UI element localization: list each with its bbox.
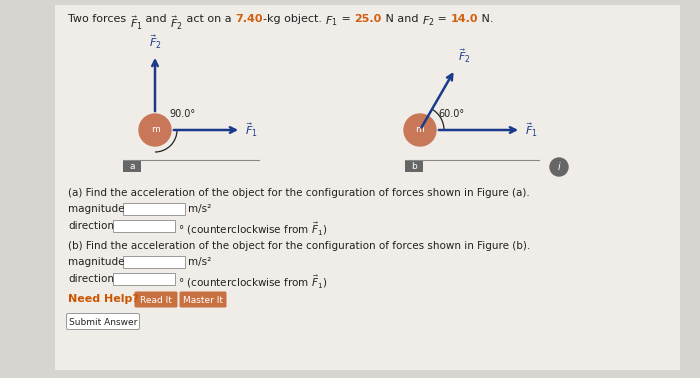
Text: (a) Find the acceleration of the object for the configuration of forces shown in: (a) Find the acceleration of the object …: [68, 188, 530, 198]
FancyBboxPatch shape: [123, 203, 185, 215]
Text: 14.0: 14.0: [450, 14, 478, 24]
FancyBboxPatch shape: [113, 220, 175, 232]
Text: $F_2$: $F_2$: [421, 14, 434, 28]
Text: m: m: [416, 125, 424, 135]
FancyBboxPatch shape: [66, 313, 139, 330]
Text: =: =: [338, 14, 354, 24]
Text: =: =: [434, 14, 450, 24]
Text: 7.40: 7.40: [235, 14, 262, 24]
Text: i: i: [558, 162, 561, 172]
FancyBboxPatch shape: [123, 256, 185, 268]
FancyBboxPatch shape: [113, 273, 175, 285]
Text: direction: direction: [68, 221, 114, 231]
FancyBboxPatch shape: [134, 291, 178, 307]
FancyBboxPatch shape: [55, 5, 680, 370]
Text: $\vec{F}_1$: $\vec{F}_1$: [130, 14, 142, 31]
Text: magnitude: magnitude: [68, 257, 125, 267]
Text: ° (counterclockwise from $\vec{F}_1$): ° (counterclockwise from $\vec{F}_1$): [178, 274, 328, 291]
Text: m/s²: m/s²: [188, 257, 211, 267]
Text: m/s²: m/s²: [188, 204, 211, 214]
Text: $\vec{F}_1$: $\vec{F}_1$: [525, 121, 538, 139]
Text: and: and: [142, 14, 171, 24]
Text: direction: direction: [68, 274, 114, 284]
Text: Two forces: Two forces: [68, 14, 130, 24]
Text: b: b: [411, 162, 417, 171]
Text: Need Help?: Need Help?: [68, 294, 139, 304]
FancyBboxPatch shape: [123, 161, 141, 172]
FancyBboxPatch shape: [179, 291, 227, 307]
Text: Submit Answer: Submit Answer: [69, 318, 137, 327]
Text: $\vec{F}_2$: $\vec{F}_2$: [171, 14, 183, 31]
Text: -kg object.: -kg object.: [262, 14, 326, 24]
Text: (b) Find the acceleration of the object for the configuration of forces shown in: (b) Find the acceleration of the object …: [68, 241, 531, 251]
Text: N.: N.: [478, 14, 493, 24]
Text: 25.0: 25.0: [354, 14, 382, 24]
Text: Master It: Master It: [183, 296, 223, 305]
Text: $\vec{F}_2$: $\vec{F}_2$: [458, 48, 470, 65]
Text: act on a: act on a: [183, 14, 235, 24]
Text: 90.0°: 90.0°: [169, 109, 195, 119]
Circle shape: [550, 158, 568, 176]
Text: Read It: Read It: [140, 296, 172, 305]
Text: magnitude: magnitude: [68, 204, 125, 214]
Text: ° (counterclockwise from $\vec{F}_1$): ° (counterclockwise from $\vec{F}_1$): [178, 221, 328, 238]
Circle shape: [139, 114, 171, 146]
Circle shape: [404, 114, 436, 146]
Text: a: a: [130, 162, 134, 171]
Text: m: m: [150, 125, 160, 135]
Text: $F_1$: $F_1$: [326, 14, 338, 28]
Text: N and: N and: [382, 14, 421, 24]
Text: $\vec{F}_1$: $\vec{F}_1$: [245, 121, 258, 139]
FancyBboxPatch shape: [405, 161, 423, 172]
Text: $\vec{F}_2$: $\vec{F}_2$: [148, 34, 161, 51]
Text: 60.0°: 60.0°: [438, 109, 464, 119]
